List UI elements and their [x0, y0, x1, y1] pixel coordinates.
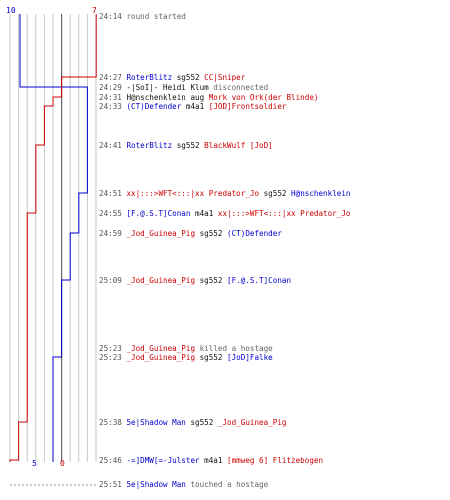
event-time: 25:23 [99, 344, 127, 353]
event-action: sg552 [259, 189, 292, 198]
timeline-chart: 10 7 5 0 [6, 6, 98, 486]
event-player: _Jod_Guinea_Pig [217, 418, 287, 427]
event-time: 24:55 [99, 209, 127, 218]
event-player: _Jod_Guinea_Pig [126, 344, 196, 353]
event-time: 24:27 [99, 73, 127, 82]
event-row: 25:38 5e|Shadow Man sg552 _Jod_Guinea_Pi… [99, 418, 286, 427]
event-time: 25:38 [99, 418, 127, 427]
blue-team-start-count: 10 [6, 6, 16, 15]
event-player: -=]DMW[=-Julster [126, 456, 200, 465]
event-action: m4a1 [181, 102, 209, 111]
event-time: 25:23 [99, 353, 127, 362]
event-player: RoterBlitz [126, 73, 173, 82]
event-player: disconnected [208, 83, 269, 92]
event-player: H@nschenklein [291, 189, 351, 198]
event-action: sg552 [195, 229, 228, 238]
event-player: _Jod_Guinea_Pig [126, 229, 196, 238]
event-player: CC|Sniper [204, 73, 246, 82]
blue-team-line [19, 14, 88, 462]
event-time: 25:51 [99, 480, 127, 489]
event-row: 25:23 _Jod_Guinea_Pig killed a hostage [99, 344, 273, 353]
event-row: 24:14 round started [99, 12, 186, 21]
event-row: 24:27 RoterBlitz sg552 CC|Sniper [99, 73, 245, 82]
event-row: 24:55 [F.@.S.T]Conan m4a1 xx|:::>WFT<:::… [99, 209, 350, 218]
event-action: aug [185, 93, 209, 102]
event-row: 24:59 _Jod_Guinea_Pig sg552 (CT)Defender [99, 229, 282, 238]
event-time: 24:29 [99, 83, 127, 92]
event-player: Mork von Ork(der Blinde) [208, 93, 319, 102]
event-row: 25:51 5e|Shadow Man touched a hostage [99, 480, 268, 489]
event-player: [mmweg 6] Flitzebogen [227, 456, 324, 465]
blue-team-end-count: 5 [32, 459, 37, 468]
event-row: 25:46 -=]DMW[=-Julster m4a1 [mmweg 6] Fl… [99, 456, 323, 465]
event-player: RoterBlitz [126, 141, 173, 150]
event-time: 25:09 [99, 276, 127, 285]
red-team-end-count: 0 [60, 459, 65, 468]
event-action: sg552 [172, 141, 205, 150]
red-team-line [9, 14, 97, 462]
event-player: killed a hostage [195, 344, 273, 353]
event-action: m4a1 [199, 456, 228, 465]
event-time: 24:14 [99, 12, 127, 21]
red-team-start-count: 7 [92, 6, 97, 15]
event-time: 24:51 [99, 189, 127, 198]
event-action: sg552 [172, 73, 205, 82]
event-action: H@nschenklein [126, 93, 186, 102]
event-row: 24:33 (CT)Defender m4a1 [JOD]Frontsoldie… [99, 102, 286, 111]
event-player: touched a hostage [185, 480, 269, 489]
event-time: 24:31 [99, 93, 127, 102]
event-time: 24:59 [99, 229, 127, 238]
event-time: 25:46 [99, 456, 127, 465]
event-action: sg552 [195, 353, 228, 362]
event-player: xx|:::>WFT<:::|xx Predator_Jo [217, 209, 351, 218]
event-action: sg552 [195, 276, 228, 285]
event-player: 5e|Shadow Man [126, 418, 186, 427]
event-player: (CT)Defender [126, 102, 182, 111]
event-time: 24:41 [99, 141, 127, 150]
event-row: 25:09 _Jod_Guinea_Pig sg552 [F.@.S.T]Con… [99, 276, 291, 285]
event-player: _Jod_Guinea_Pig [126, 353, 196, 362]
event-time: 24:33 [99, 102, 127, 111]
event-player: (CT)Defender [227, 229, 282, 238]
event-row: 25:23 _Jod_Guinea_Pig sg552 [JoD]Falke [99, 353, 273, 362]
event-player: [F.@.S.T]Conan [126, 209, 191, 218]
event-row: 24:31 H@nschenklein aug Mork von Ork(der… [99, 93, 318, 102]
event-player: xx|:::>WFT<:::|xx Predator_Jo [126, 189, 260, 198]
event-player: [JOD]Frontsoldier [208, 102, 287, 111]
event-action: sg552 [185, 418, 218, 427]
event-player: 5e|Shadow Man [126, 480, 186, 489]
event-player: BlackWulf [JoD] [204, 141, 273, 150]
event-action: -|SoI|- Heidi Klum [126, 83, 209, 92]
event-player: round started [126, 12, 186, 21]
event-row: 24:51 xx|:::>WFT<:::|xx Predator_Jo sg55… [99, 189, 350, 198]
event-player: [F.@.S.T]Conan [227, 276, 292, 285]
event-player: _Jod_Guinea_Pig [126, 276, 196, 285]
event-row: 24:41 RoterBlitz sg552 BlackWulf [JoD] [99, 141, 273, 150]
event-action: m4a1 [190, 209, 218, 218]
event-player: [JoD]Falke [227, 353, 273, 362]
event-row: 24:29 -|SoI|- Heidi Klum disconnected [99, 83, 268, 92]
grid-lines [9, 14, 98, 486]
